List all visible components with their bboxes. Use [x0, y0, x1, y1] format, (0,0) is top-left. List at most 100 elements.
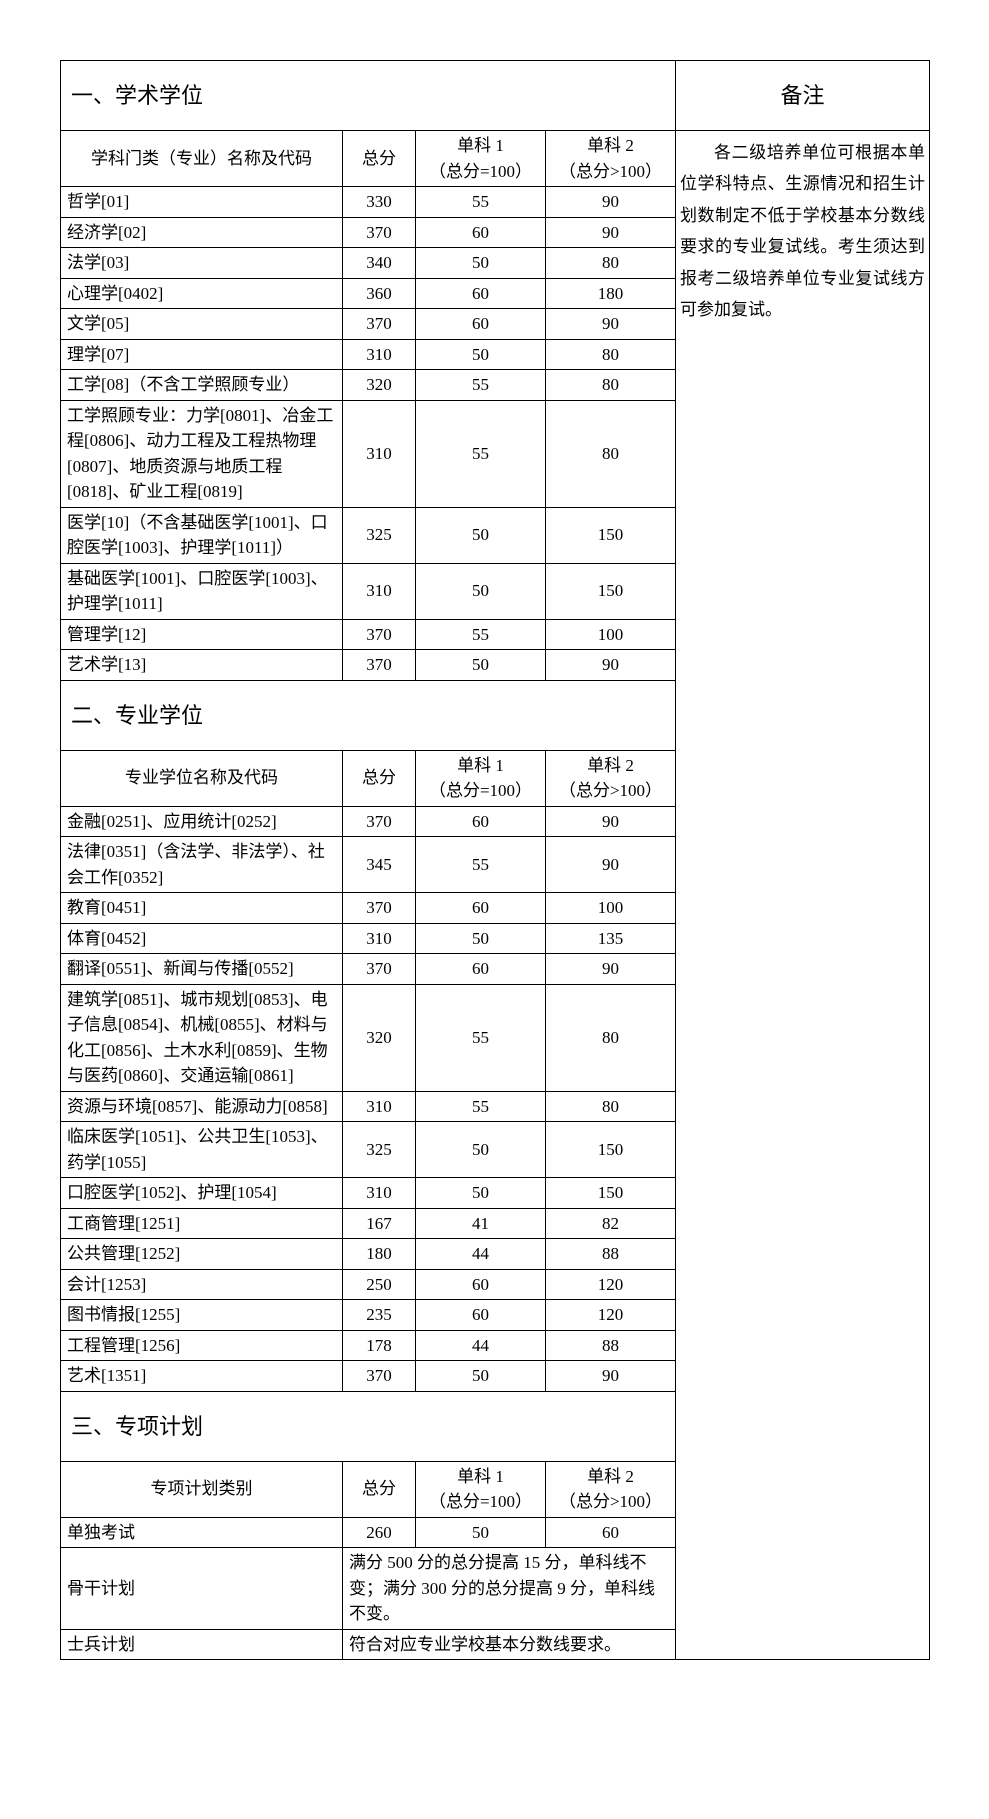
cell-name: 体育[0452] [61, 923, 343, 954]
cell-total: 370 [343, 619, 416, 650]
cell-sub1: 50 [416, 1178, 546, 1209]
cell-sub1: 50 [416, 650, 546, 681]
cell-total: 320 [343, 370, 416, 401]
cell-total: 310 [343, 400, 416, 507]
cell-name: 翻译[0551]、新闻与传播[0552] [61, 954, 343, 985]
note-cell: 各二级培养单位可根据本单位学科特点、生源情况和招生计划数制定不低于学校基本分数线… [676, 131, 930, 1660]
cell-total: 325 [343, 507, 416, 563]
col-sub2-header: 单科 2（总分>100） [546, 1461, 676, 1517]
cell-sub1: 55 [416, 370, 546, 401]
cell-name: 管理学[12] [61, 619, 343, 650]
cell-sub2: 90 [546, 1361, 676, 1392]
cell-sub1: 50 [416, 1517, 546, 1548]
cell-sub2: 180 [546, 278, 676, 309]
section3-title: 三、专项计划 [61, 1391, 676, 1461]
col-total-header: 总分 [343, 1461, 416, 1517]
cell-sub1: 60 [416, 893, 546, 924]
score-table: 一、学术学位 备注 学科门类（专业）名称及代码 总分 单科 1（总分=100） … [60, 60, 930, 1660]
cell-sub2: 80 [546, 400, 676, 507]
cell-name: 艺术[1351] [61, 1361, 343, 1392]
cell-sub1: 50 [416, 507, 546, 563]
cell-sub2: 90 [546, 837, 676, 893]
cell-sub1: 60 [416, 278, 546, 309]
cell-total: 260 [343, 1517, 416, 1548]
col-sub1-header: 单科 1（总分=100） [416, 1461, 546, 1517]
cell-total: 345 [343, 837, 416, 893]
cell-name: 工学照顾专业：力学[0801]、冶金工程[0806]、动力工程及工程热物理[08… [61, 400, 343, 507]
cell-merged-text: 满分 500 分的总分提高 15 分，单科线不变；满分 300 分的总分提高 9… [343, 1548, 676, 1630]
col-total-header: 总分 [343, 750, 416, 806]
cell-name: 理学[07] [61, 339, 343, 370]
cell-sub2: 80 [546, 248, 676, 279]
col-sub2-header: 单科 2（总分>100） [546, 131, 676, 187]
col-sub1-header: 单科 1（总分=100） [416, 131, 546, 187]
cell-sub2: 90 [546, 806, 676, 837]
col-sub2-header: 单科 2（总分>100） [546, 750, 676, 806]
cell-name: 工学[08]（不含工学照顾专业） [61, 370, 343, 401]
cell-sub2: 80 [546, 370, 676, 401]
cell-name: 图书情报[1255] [61, 1300, 343, 1331]
cell-name: 士兵计划 [61, 1629, 343, 1660]
cell-sub1: 41 [416, 1208, 546, 1239]
cell-sub1: 50 [416, 563, 546, 619]
cell-name: 工程管理[1256] [61, 1330, 343, 1361]
cell-sub2: 60 [546, 1517, 676, 1548]
cell-total: 320 [343, 984, 416, 1091]
cell-sub2: 90 [546, 650, 676, 681]
cell-sub2: 90 [546, 954, 676, 985]
cell-sub1: 55 [416, 400, 546, 507]
cell-sub1: 50 [416, 248, 546, 279]
cell-total: 310 [343, 339, 416, 370]
col-name-header: 学科门类（专业）名称及代码 [61, 131, 343, 187]
cell-total: 167 [343, 1208, 416, 1239]
cell-name: 法学[03] [61, 248, 343, 279]
cell-total: 310 [343, 1091, 416, 1122]
cell-total: 178 [343, 1330, 416, 1361]
cell-sub2: 150 [546, 507, 676, 563]
cell-sub2: 88 [546, 1330, 676, 1361]
cell-sub2: 150 [546, 1122, 676, 1178]
cell-sub2: 80 [546, 339, 676, 370]
cell-name: 艺术学[13] [61, 650, 343, 681]
cell-name: 资源与环境[0857]、能源动力[0858] [61, 1091, 343, 1122]
cell-total: 370 [343, 217, 416, 248]
cell-name: 经济学[02] [61, 217, 343, 248]
cell-total: 310 [343, 923, 416, 954]
cell-sub2: 100 [546, 893, 676, 924]
cell-total: 180 [343, 1239, 416, 1270]
cell-total: 310 [343, 563, 416, 619]
cell-name: 临床医学[1051]、公共卫生[1053]、药学[1055] [61, 1122, 343, 1178]
cell-sub2: 88 [546, 1239, 676, 1270]
cell-sub2: 120 [546, 1300, 676, 1331]
cell-total: 370 [343, 309, 416, 340]
cell-total: 250 [343, 1269, 416, 1300]
cell-total: 330 [343, 187, 416, 218]
cell-name: 文学[05] [61, 309, 343, 340]
cell-sub1: 50 [416, 923, 546, 954]
cell-name: 骨干计划 [61, 1548, 343, 1630]
cell-sub2: 90 [546, 309, 676, 340]
cell-total: 370 [343, 954, 416, 985]
cell-name: 单独考试 [61, 1517, 343, 1548]
cell-name: 金融[0251]、应用统计[0252] [61, 806, 343, 837]
cell-name: 心理学[0402] [61, 278, 343, 309]
cell-sub2: 80 [546, 984, 676, 1091]
cell-merged-text: 符合对应专业学校基本分数线要求。 [343, 1629, 676, 1660]
section2-title: 二、专业学位 [61, 680, 676, 750]
cell-sub1: 60 [416, 309, 546, 340]
cell-sub2: 100 [546, 619, 676, 650]
cell-name: 教育[0451] [61, 893, 343, 924]
col-name-header: 专业学位名称及代码 [61, 750, 343, 806]
cell-sub1: 60 [416, 954, 546, 985]
cell-sub1: 50 [416, 339, 546, 370]
cell-sub1: 50 [416, 1122, 546, 1178]
cell-name: 法律[0351]（含法学、非法学）、社会工作[0352] [61, 837, 343, 893]
cell-sub1: 60 [416, 1300, 546, 1331]
cell-sub1: 55 [416, 1091, 546, 1122]
cell-sub1: 55 [416, 837, 546, 893]
cell-total: 325 [343, 1122, 416, 1178]
cell-sub2: 82 [546, 1208, 676, 1239]
cell-name: 工商管理[1251] [61, 1208, 343, 1239]
cell-sub1: 60 [416, 217, 546, 248]
cell-sub2: 80 [546, 1091, 676, 1122]
